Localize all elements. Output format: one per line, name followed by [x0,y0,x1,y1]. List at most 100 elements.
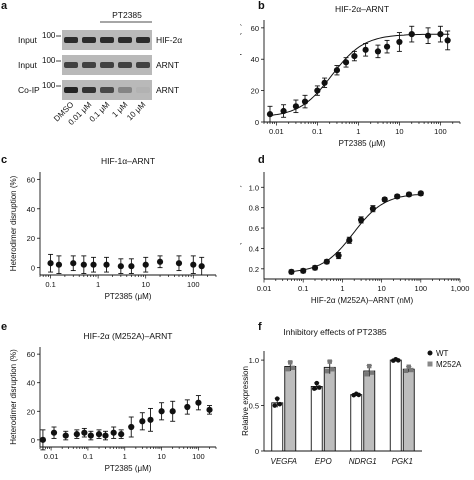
y-tick-label: 60 [27,350,35,359]
replicate-point [325,368,330,374]
y-tick-label: 0.5 [249,402,259,411]
bar [402,368,415,452]
replicate-point [288,360,293,365]
data-point [335,252,342,259]
data-point [103,261,110,268]
x-tick-label: 10 [157,452,165,461]
blot-band [82,62,96,68]
y-tick-label: 0 [31,436,35,445]
replicate-point [406,364,411,369]
x-tick-label: 0.1 [45,280,55,289]
replicate-point [364,372,369,377]
data-point [333,67,341,74]
y-axis-label: Relative expression [241,366,250,436]
blot-row-label: Input [18,35,38,45]
x-tick-label: 1,000 [451,284,470,293]
y-tick-label: 40 [251,55,259,64]
blot-band [136,37,150,43]
data-point [184,403,191,411]
blot-band [118,87,132,93]
replicate-point [272,403,278,408]
data-point [87,432,94,439]
data-point [321,79,328,86]
y-tick-label: 1.0 [249,356,259,365]
replicate-point [327,359,332,364]
replicate-point [369,370,374,375]
blot-band [118,62,132,68]
drug-label: PT2385 [112,10,142,20]
data-point [195,399,202,406]
data-point [50,429,58,436]
blot-protein-label: HIF-2α [156,35,182,45]
replicate-point [367,363,372,369]
replicate-point [330,367,335,372]
data-point [147,416,154,423]
data-point [156,258,164,265]
blot-band [82,87,96,93]
bar [323,366,336,452]
blot-protein-label: ARNT [156,85,179,95]
x-tick-label: 1 [96,280,100,289]
panel-e: e HIF-2α (M252A)–ARNT 0 20 40 60 0.01 0.1 1 10 10… [0,307,234,475]
chart-title: Inhibitory effects of PT2385 [283,327,387,337]
data-point [117,263,124,270]
blot-band [118,37,132,43]
blot-lane-label: 0.1 μM [88,100,112,124]
blot-band [100,37,114,43]
data-point [396,38,403,46]
x-tick-label: 1 [356,127,360,136]
blot-row-label: Co-IP [18,85,40,95]
blot-band [64,37,78,43]
y-tick-label: 0.2 [249,265,259,274]
blot-protein-label: ARNT [156,60,179,70]
data-point [381,196,388,203]
blot-band [136,87,150,93]
data-point [118,431,125,438]
data-point [139,418,146,425]
y-tick-label: 1.0 [249,183,259,192]
data-point [362,46,369,53]
data-point [351,52,358,60]
y-tick-label: 20 [27,407,35,416]
x-tick-label: 0.1 [298,284,308,293]
data-point [424,32,432,39]
data-point [62,432,69,439]
y-axis-label: Heterodimer disruption (%) [9,175,18,271]
blot-band [100,87,114,93]
legend-marker [427,350,433,356]
data-point [80,261,87,268]
data-point [90,261,97,268]
data-point [128,423,135,431]
data-point [55,261,63,268]
bar [350,394,363,452]
bar [310,386,323,452]
data-point [323,258,330,265]
y-tick-label: 60 [27,175,35,184]
data-point [288,268,295,275]
y-tick-label: 20 [27,234,35,243]
replicate-point [356,392,362,398]
x-tick-label: 0.1 [312,127,322,136]
data-point [346,237,353,244]
replicate-point [404,368,409,374]
replicate-point [316,385,322,390]
x-category-label: NDRG1 [349,457,377,466]
x-tick-label: 100 [434,127,447,136]
y-tick-label: 0.4 [249,244,259,253]
data-point [374,48,382,55]
blot-band [64,87,78,93]
x-category-label: VEGFA [270,457,297,466]
y-tick-label: 0.8 [249,204,259,213]
data-point [169,408,176,415]
x-category-label: EPO [315,457,332,466]
panel-b: b HIF-2α–ARNT 0 20 40 60 0.01 0.1 1 10 100 PT2385 … [233,0,474,152]
blot-band [64,62,78,68]
data-point [198,263,205,270]
x-axis-label: PT2385 (μM) [339,139,386,148]
data-point [417,190,424,197]
x-tick-label: 10 [395,127,403,136]
bar [363,370,376,452]
data-point [266,111,274,118]
data-point [73,431,80,438]
x-tick-label: 100 [415,284,428,293]
